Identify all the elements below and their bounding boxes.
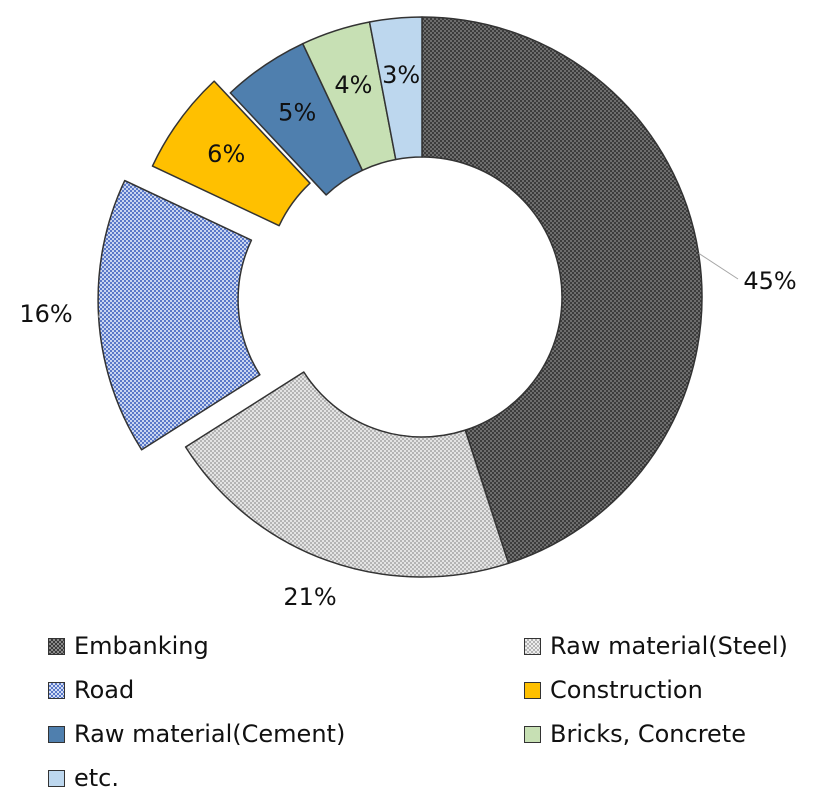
slice-construction	[151, 80, 311, 227]
legend-item-road: Road	[48, 670, 134, 710]
data-label-embanking: 45%	[743, 267, 796, 295]
legend: Embanking Raw material(Steel) Road Const…	[0, 622, 822, 804]
legend-swatch-etc	[48, 769, 65, 787]
legend-label-raw-material-cement: Raw material(Cement)	[74, 720, 346, 748]
leader-lines	[98, 252, 739, 318]
data-label-construction: 6%	[207, 140, 245, 168]
legend-item-raw-material-cement: Raw material(Cement)	[48, 714, 345, 754]
legend-item-raw-material-steel: Raw material(Steel)	[524, 626, 788, 666]
leader-line-road	[98, 311, 101, 318]
slice-road	[97, 179, 261, 451]
slice-raw-material-steel	[184, 371, 510, 578]
legend-swatch-raw-material-steel	[524, 637, 541, 655]
donut-chart: 45% 21% 16% 6% 5% 4% 3%	[19, 16, 797, 611]
data-label-bricks-concrete: 4%	[334, 71, 372, 99]
data-label-road: 16%	[19, 300, 72, 328]
legend-label-embanking: Embanking	[74, 632, 209, 660]
legend-item-bricks-concrete: Bricks, Concrete	[524, 714, 746, 754]
data-labels: 45% 21% 16% 6% 5% 4% 3%	[19, 61, 796, 611]
legend-swatch-embanking	[48, 637, 65, 655]
slice-etc	[368, 16, 423, 161]
leader-line-embanking	[698, 252, 739, 280]
legend-swatch-raw-material-cement	[48, 725, 65, 743]
legend-swatch-road	[48, 681, 65, 699]
data-label-etc: 3%	[382, 61, 420, 89]
legend-swatch-construction	[524, 681, 541, 699]
legend-label-construction: Construction	[550, 676, 703, 704]
data-label-raw-material-steel: 21%	[283, 583, 336, 611]
legend-label-road: Road	[74, 676, 135, 704]
legend-swatch-bricks-concrete	[524, 725, 541, 743]
slices-layer	[97, 16, 703, 578]
data-label-raw-material-cement: 5%	[278, 98, 316, 126]
legend-label-etc: etc.	[74, 764, 119, 792]
legend-item-etc: etc.	[48, 758, 119, 798]
legend-label-bricks-concrete: Bricks, Concrete	[550, 720, 746, 748]
legend-label-raw-material-steel: Raw material(Steel)	[550, 632, 788, 660]
legend-item-construction: Construction	[524, 670, 703, 710]
legend-item-embanking: Embanking	[48, 626, 209, 666]
slice-embanking	[421, 16, 703, 565]
